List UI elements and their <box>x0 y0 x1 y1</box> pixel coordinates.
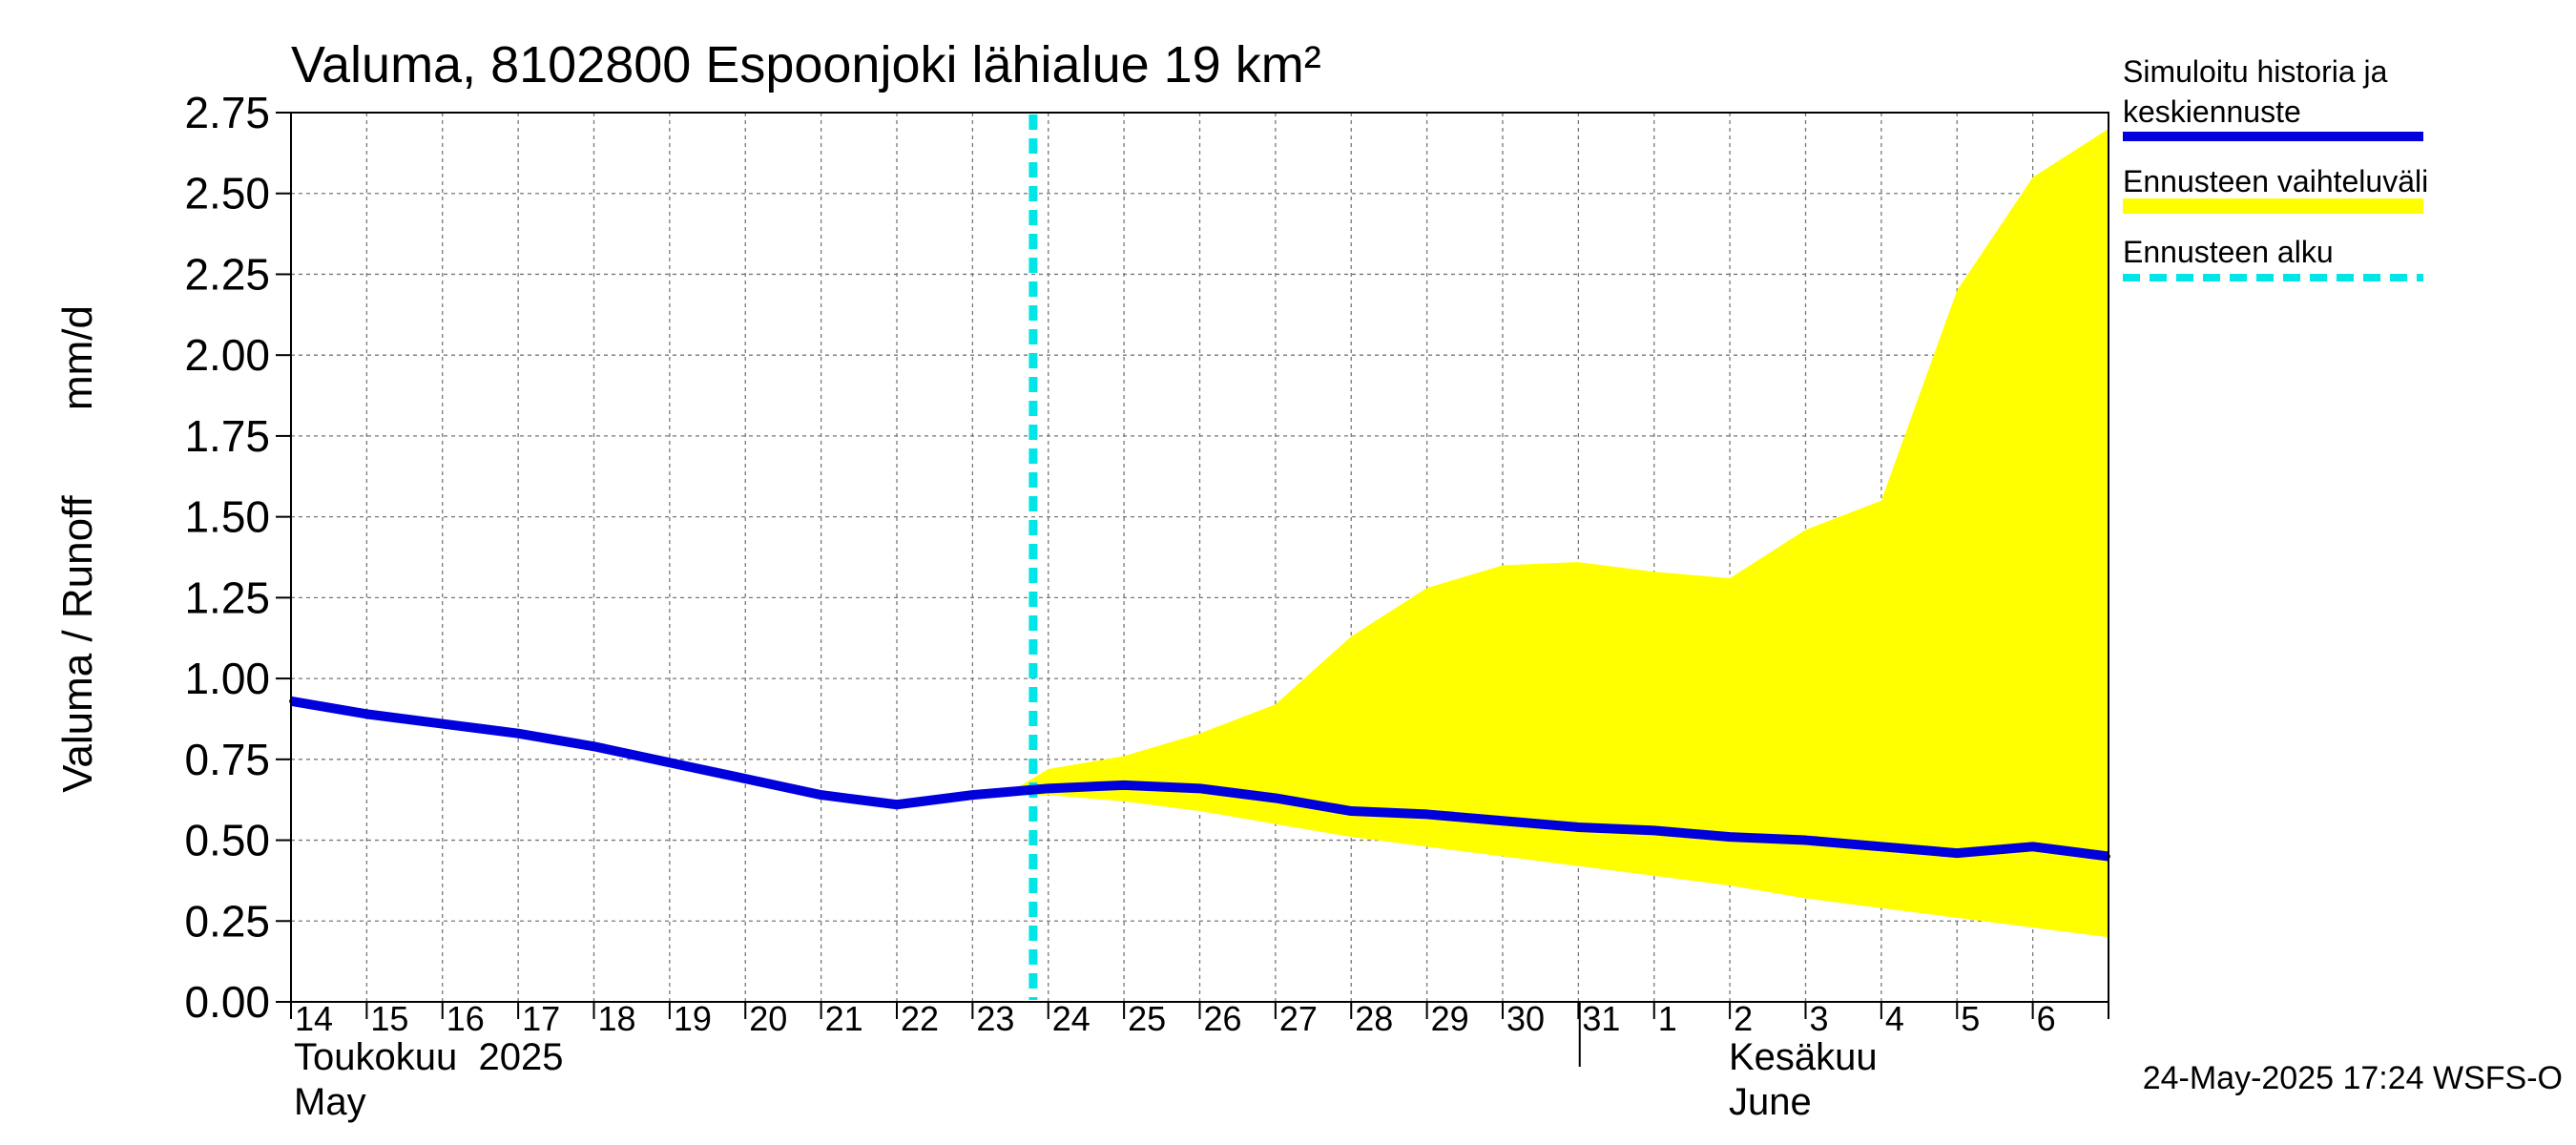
y-tick-label: 1.00 <box>184 654 270 703</box>
series-point <box>1122 782 1127 787</box>
y-tick-label: 0.00 <box>184 977 270 1027</box>
series-point <box>1046 786 1050 791</box>
legend-label-mean-line2: keskiennuste <box>2123 94 2301 129</box>
forecast-band-layer <box>1010 128 2109 938</box>
timestamp-footer: 24-May-2025 17:24 WSFS-O <box>2143 1060 2563 1096</box>
legend-label-band: Ennusteen vaihteluväli <box>2123 164 2428 198</box>
series-point <box>1803 838 1808 843</box>
x-tick-label: 28 <box>1355 999 1393 1038</box>
y-tick-label: 0.50 <box>184 816 270 865</box>
x-tick-label: 15 <box>370 999 408 1038</box>
series-point <box>1652 828 1656 833</box>
y-tick-label: 1.50 <box>184 492 270 542</box>
y-axis-ticks: 0.00 0.25 0.50 0.75 1.00 1.25 1.50 1.75 2.00 2.25… <box>184 88 291 1027</box>
series-point <box>1273 796 1278 801</box>
month-label-may-en: May <box>294 1081 366 1123</box>
series-point <box>1197 786 1202 791</box>
series-point <box>743 777 748 781</box>
y-tick-label: 1.75 <box>184 411 270 461</box>
x-tick-label: 4 <box>1885 999 1904 1038</box>
series-point <box>364 712 369 717</box>
series-point <box>592 744 596 749</box>
x-tick-label: 3 <box>1810 999 1829 1038</box>
series-layer <box>289 696 2110 862</box>
legend-label-forecast-start: Ennusteen alku <box>2123 235 2334 269</box>
series-point <box>895 802 899 807</box>
chart-title: Valuma, 8102800 Espoonjoki lähialue 19 k… <box>291 36 1321 94</box>
series-point <box>1879 844 1883 849</box>
x-tick-label: 26 <box>1204 999 1242 1038</box>
x-tick-label: 16 <box>447 999 485 1038</box>
x-tick-label: 1 <box>1658 999 1677 1038</box>
x-tick-label: 2 <box>1734 999 1753 1038</box>
x-tick-label: 22 <box>901 999 939 1038</box>
series-point <box>819 793 823 798</box>
x-tick-label: 24 <box>1052 999 1091 1038</box>
series-point <box>1576 824 1581 829</box>
series-point <box>1349 809 1354 814</box>
x-tick-label: 23 <box>976 999 1014 1038</box>
month-label-may-fi: Toukokuu 2025 <box>294 1036 563 1078</box>
x-tick-label: 21 <box>825 999 863 1038</box>
series-point <box>2030 844 2035 849</box>
series-point <box>970 793 975 798</box>
series-point <box>1728 835 1733 840</box>
y-axis-unit: mm/d <box>54 305 101 410</box>
series-point <box>1955 851 1960 856</box>
y-tick-label: 2.75 <box>184 88 270 137</box>
series-point <box>516 731 521 736</box>
month-label-june-en: June <box>1729 1081 1812 1123</box>
y-tick-label: 0.75 <box>184 735 270 784</box>
y-tick-label: 1.25 <box>184 572 270 622</box>
x-tick-label: 27 <box>1279 999 1318 1038</box>
y-axis-label: Valuma / Runoff <box>54 495 101 793</box>
x-tick-label: 25 <box>1128 999 1166 1038</box>
series-point <box>667 760 672 765</box>
x-tick-label: 29 <box>1431 999 1469 1038</box>
x-tick-label: 18 <box>598 999 636 1038</box>
legend: Simuloitu historia ja keskiennuste Ennus… <box>2123 54 2428 281</box>
x-tick-label: 14 <box>295 999 333 1038</box>
y-tick-label: 2.00 <box>184 330 270 380</box>
x-tick-label: 30 <box>1506 999 1545 1038</box>
x-axis-ticks: 14 15 16 17 18 19 20 21 22 23 24 25 26 27 28 29 30 31 1 2 3 4… <box>290 999 2109 1067</box>
forecast-range-band <box>1010 128 2109 938</box>
y-tick-label: 2.50 <box>184 169 270 219</box>
month-label-june-fi: Kesäkuu <box>1729 1036 1878 1078</box>
y-tick-label: 0.25 <box>184 896 270 946</box>
x-tick-label: 31 <box>1582 999 1620 1038</box>
x-tick-label: 6 <box>2037 999 2056 1038</box>
x-tick-label: 19 <box>674 999 712 1038</box>
legend-label-mean-line1: Simuloitu historia ja <box>2123 54 2388 89</box>
grid <box>291 112 2109 1003</box>
series-point <box>440 721 445 726</box>
x-tick-label: 20 <box>749 999 787 1038</box>
x-tick-label: 17 <box>522 999 560 1038</box>
x-tick-label: 5 <box>1961 999 1980 1038</box>
series-point <box>1501 819 1505 823</box>
y-tick-label: 2.25 <box>184 249 270 299</box>
series-point <box>1424 812 1429 817</box>
